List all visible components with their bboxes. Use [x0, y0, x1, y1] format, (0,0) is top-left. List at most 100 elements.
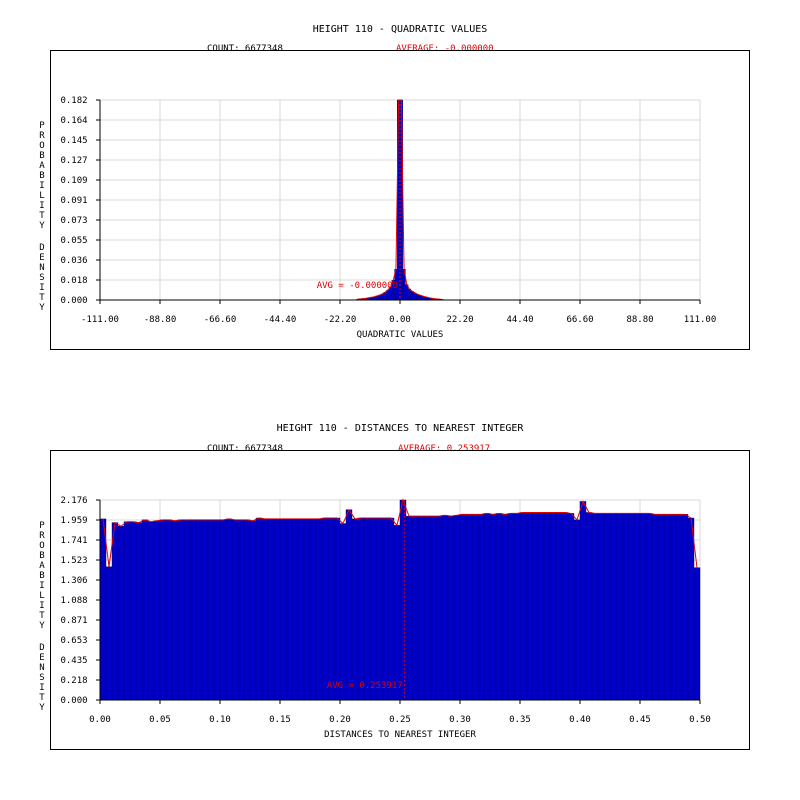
histogram-bar [423, 515, 431, 701]
histogram-bar [165, 519, 173, 701]
x-tick-label: 0.00 [389, 315, 411, 325]
histogram-bar [279, 518, 287, 701]
histogram-bar [531, 512, 539, 701]
histogram-bar [549, 512, 557, 701]
x-tick-label: 22.20 [446, 315, 473, 325]
x-tick-label: 0.25 [389, 715, 411, 725]
histogram-bar [657, 514, 665, 701]
histogram-bar [591, 513, 599, 701]
y-tick-label: 0.000 [60, 296, 87, 306]
y-tick-label: 0.182 [60, 96, 87, 106]
y-tick-label: 0.091 [60, 196, 87, 206]
histogram-bar [603, 513, 611, 701]
histogram-bar [315, 518, 323, 701]
chart-panel-quadratic: HEIGHT 110 - QUADRATIC VALUES COUNT: 667… [0, 0, 800, 380]
x-tick-label: -111.00 [81, 315, 119, 325]
histogram-bar [405, 515, 413, 701]
histogram-bar [507, 513, 515, 701]
x-tick-label: 44.40 [506, 315, 533, 325]
histogram-bar [393, 525, 401, 701]
histogram-quadratic: AVG = -0.000000 -111.00 -88.80 -66.60 -44.40… [39, 96, 716, 340]
histogram-bar [351, 518, 359, 701]
average-annotation: AVG = -0.000000 [317, 281, 398, 291]
histogram-bar [321, 517, 329, 701]
histogram-bar [411, 515, 419, 701]
x-axis-label: DISTANCES TO NEAREST INTEGER [324, 730, 476, 740]
count-label: COUNT: 6677348 [207, 44, 283, 54]
histogram-bar [639, 513, 647, 701]
histogram-bar [483, 513, 491, 701]
histogram-bar [489, 514, 497, 701]
histogram-bar [141, 519, 149, 701]
histogram-bar [171, 520, 179, 701]
histogram-bar [501, 514, 509, 701]
histogram-bar [693, 567, 701, 701]
histogram-bar [363, 517, 371, 701]
x-tick-label: -44.40 [264, 315, 297, 325]
y-tick-label: 0.145 [60, 136, 87, 146]
histogram-bar [675, 514, 683, 701]
average-label: AVERAGE: -0.000000 [396, 44, 494, 54]
histogram-bar [459, 514, 467, 701]
histogram-bar [573, 519, 581, 701]
histogram-bar [413, 292, 417, 301]
x-tick-label: -66.60 [204, 315, 237, 325]
histogram-bar [585, 512, 593, 701]
histogram-bar [345, 509, 353, 701]
histogram-bar [225, 518, 233, 701]
histogram-bar [123, 521, 131, 701]
histogram-bar [609, 513, 617, 701]
chart-frame [50, 450, 750, 750]
histogram-bar [159, 519, 167, 701]
histogram-bar [309, 518, 317, 701]
average-annotation: AVG = 0.253917 [327, 681, 403, 691]
y-tick-label: 0.073 [60, 216, 87, 226]
histogram-bar [519, 512, 527, 701]
histogram-bar [189, 519, 197, 701]
x-tick-label: 0.40 [569, 715, 591, 725]
x-axis-label: QUADRATIC VALUES [357, 330, 444, 340]
histogram-bar [147, 521, 155, 701]
y-tick-label: 2.176 [60, 496, 87, 506]
histogram-bar [525, 512, 533, 701]
histogram-bar [273, 518, 281, 701]
histogram-bar [495, 513, 503, 701]
x-tick-label: 0.10 [209, 715, 231, 725]
histogram-bar [369, 517, 377, 701]
histogram-bar [465, 514, 473, 701]
y-tick-label: 0.871 [60, 616, 87, 626]
histogram-bar [111, 522, 119, 701]
histogram-bar [207, 519, 215, 701]
histogram-bar [243, 519, 251, 701]
histogram-bar [183, 519, 191, 701]
histogram-bar [285, 518, 293, 701]
histogram-bar [261, 518, 269, 701]
histogram-bar [231, 519, 239, 701]
histogram-bar [410, 291, 414, 301]
histogram-bar [153, 520, 161, 701]
y-tick-label: 1.959 [60, 516, 87, 526]
y-tick-label: 0.435 [60, 656, 87, 666]
y-tick-label: 0.000 [60, 696, 87, 706]
histogram-bar [435, 515, 443, 701]
x-tick-label: 0.05 [149, 715, 171, 725]
histogram-distances: AVG = 0.253917 0.00 0.05 0.10 0.15 0.20 0.25 0.… [39, 496, 711, 740]
histogram-bar [537, 512, 545, 701]
histogram-bar [579, 501, 587, 701]
histogram-bar [255, 517, 263, 701]
histogram-bar [297, 518, 305, 701]
histogram-bar [129, 521, 137, 701]
count-label: COUNT: 6677348 [207, 444, 283, 454]
histogram-bar [219, 519, 227, 701]
histogram-bar [615, 513, 623, 701]
histogram-bar [303, 518, 311, 701]
histogram-bar [597, 513, 605, 701]
y-tick-label: 0.218 [60, 676, 87, 686]
y-tick-label: 0.653 [60, 636, 87, 646]
histogram-bar [477, 514, 485, 701]
histogram-bar [213, 519, 221, 701]
histogram-bar [441, 515, 449, 701]
y-tick-label: 0.036 [60, 256, 87, 266]
histogram-bar [645, 513, 653, 701]
